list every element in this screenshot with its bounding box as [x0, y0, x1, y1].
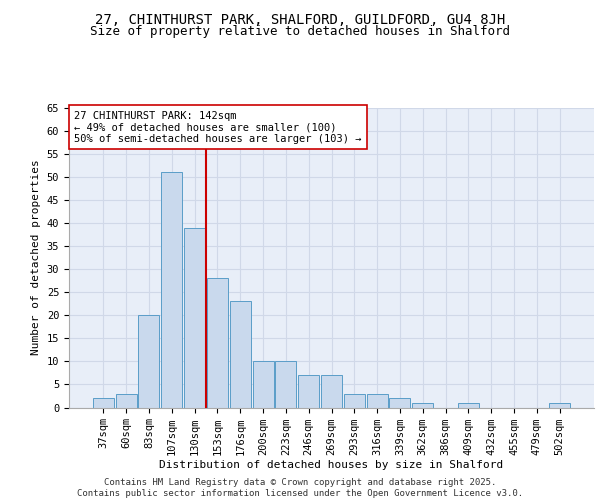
Bar [458, 403, 479, 407]
Bar [161, 172, 182, 408]
Bar [93, 398, 114, 407]
Text: 27, CHINTHURST PARK, SHALFORD, GUILDFORD, GU4 8JH: 27, CHINTHURST PARK, SHALFORD, GUILDFORD… [95, 12, 505, 26]
Y-axis label: Number of detached properties: Number of detached properties [31, 160, 41, 356]
Bar [184, 228, 205, 408]
Text: 27 CHINTHURST PARK: 142sqm
← 49% of detached houses are smaller (100)
50% of sem: 27 CHINTHURST PARK: 142sqm ← 49% of deta… [74, 110, 362, 144]
Text: Contains HM Land Registry data © Crown copyright and database right 2025.
Contai: Contains HM Land Registry data © Crown c… [77, 478, 523, 498]
Bar [139, 315, 160, 408]
Bar [275, 362, 296, 408]
Bar [116, 394, 137, 407]
Bar [389, 398, 410, 407]
Bar [321, 375, 342, 408]
Bar [412, 403, 433, 407]
Bar [549, 403, 570, 407]
Bar [253, 362, 274, 408]
Bar [367, 394, 388, 407]
Bar [298, 375, 319, 408]
Bar [207, 278, 228, 407]
Text: Size of property relative to detached houses in Shalford: Size of property relative to detached ho… [90, 25, 510, 38]
Bar [230, 302, 251, 408]
X-axis label: Distribution of detached houses by size in Shalford: Distribution of detached houses by size … [160, 460, 503, 470]
Bar [344, 394, 365, 407]
